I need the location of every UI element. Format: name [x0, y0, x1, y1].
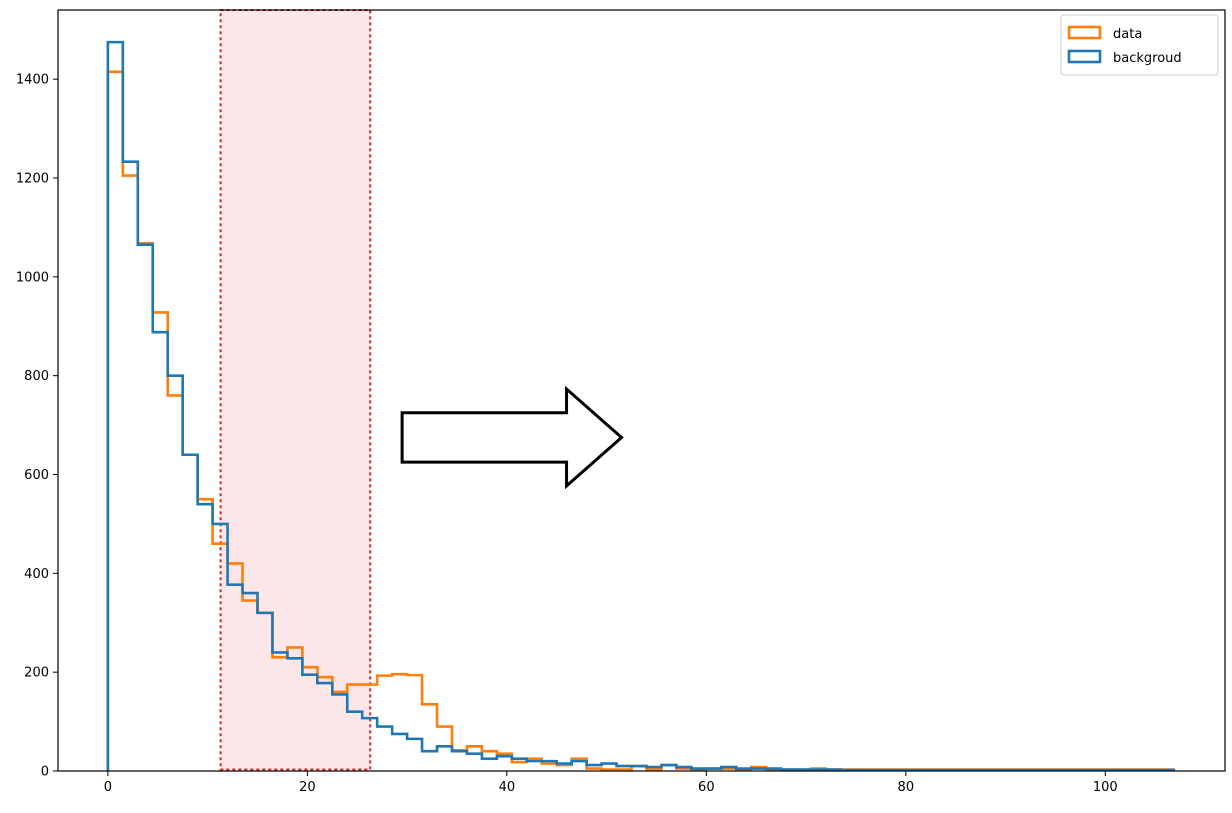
legend-label-data: data	[1113, 27, 1142, 42]
x-tick-label: 100	[1093, 780, 1118, 795]
legend: data backgroud	[1060, 14, 1219, 76]
x-tick-label: 20	[299, 780, 316, 795]
y-tick-label: 1200	[16, 172, 49, 187]
y-axis: 0 200 400 600 800 1000 1200 1400	[16, 73, 58, 780]
y-tick-label: 1400	[16, 73, 49, 88]
y-tick-label: 0	[41, 765, 49, 780]
highlight-region	[219, 9, 372, 771]
series-layer	[106, 40, 1176, 772]
x-tick-label: 60	[698, 780, 715, 795]
x-axis: 0 20 40 60 80 100	[104, 771, 1118, 795]
y-tick-label: 800	[24, 369, 49, 384]
y-tick-label: 200	[24, 666, 49, 681]
legend-swatch-data	[1067, 25, 1102, 40]
plot-frame	[57, 9, 1226, 772]
legend-swatch-backgroud	[1067, 49, 1102, 64]
y-tick-label: 600	[24, 468, 49, 483]
x-tick-label: 80	[898, 780, 915, 795]
arrow-shape	[400, 385, 624, 490]
x-tick-label: 40	[499, 780, 516, 795]
legend-box	[1060, 14, 1219, 76]
x-tick-label: 0	[104, 780, 112, 795]
series-backgroud	[106, 40, 1176, 772]
y-tick-label: 400	[24, 567, 49, 582]
legend-label-backgroud: backgroud	[1113, 51, 1182, 66]
y-tick-label: 1000	[16, 270, 49, 285]
